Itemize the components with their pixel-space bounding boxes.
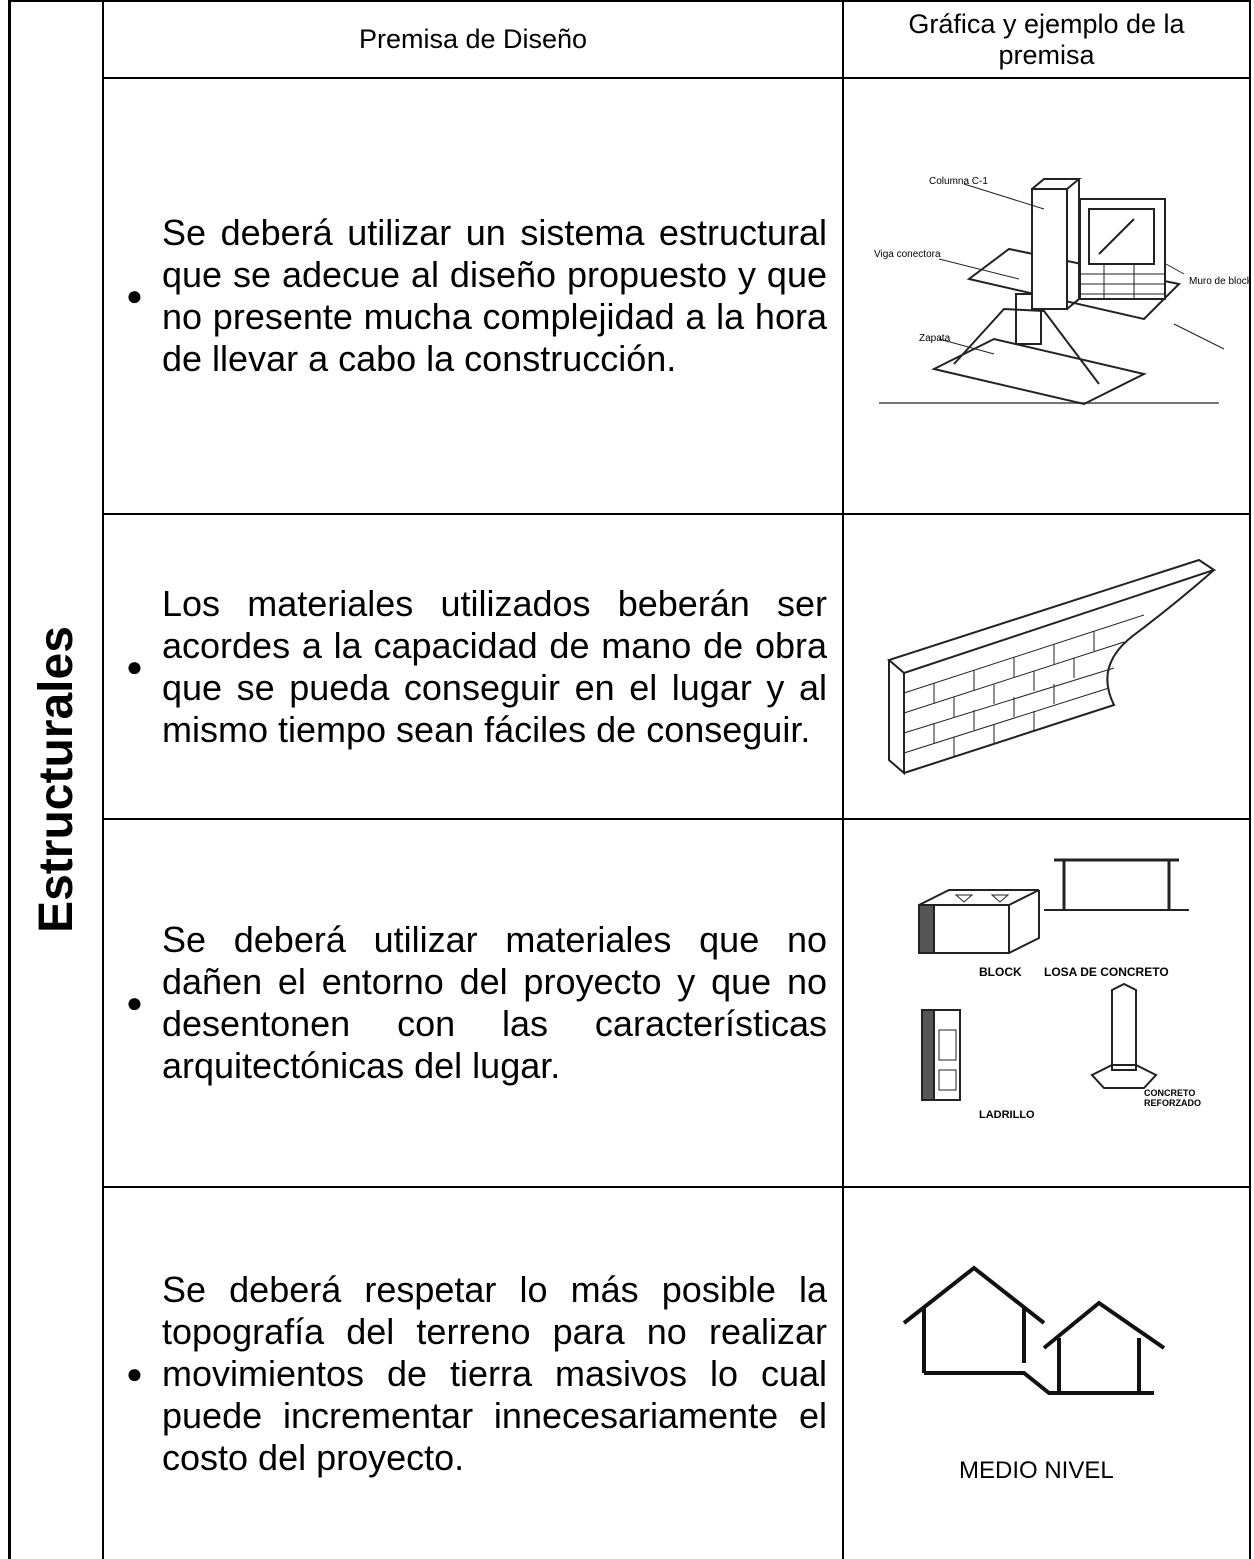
- text-cell: ● Los materiales utilizados beberán ser a…: [126, 582, 827, 750]
- figure-label: LOSA DE CONCRETO: [1044, 965, 1169, 979]
- text-cell: ● Se deberá utilizar materiales que no da…: [126, 919, 827, 1086]
- figure-label: BLOCK: [979, 965, 1022, 979]
- figure-label-box: CONCRETO REFORZADO: [1144, 1088, 1201, 1108]
- border: [102, 818, 1251, 820]
- premise: Se deberá respetar lo más posible la top…: [162, 1268, 827, 1478]
- premise: Los materiales utilizados beberán ser ac…: [162, 582, 827, 750]
- figure-label: Zapata: [919, 333, 951, 344]
- header-cell: Gráfica y ejemplo de la premisa: [844, 2, 1249, 77]
- header-cell: Premisa de Diseño: [104, 2, 842, 77]
- figure-label: Viga conectora: [874, 249, 941, 260]
- figure-label: MEDIO NIVEL: [959, 1457, 1114, 1484]
- side-label-cell: Estructurales: [10, 0, 103, 1559]
- border: [8, 0, 1251, 2]
- border: [102, 1186, 1251, 1188]
- figure-label: LADRILLO: [979, 1109, 1035, 1121]
- figure: Columna C-1 Viga conectora Muro de block…: [874, 176, 1249, 406]
- border: [8, 0, 11, 1559]
- header: Premisa de Diseño: [358, 24, 588, 54]
- figure-label: CONCRETO REFORZADO: [1144, 1088, 1201, 1108]
- figure-label: Columna C-1: [929, 176, 988, 187]
- figure-label: Muro de block pómez: [1189, 276, 1249, 287]
- figure: [887, 558, 1217, 776]
- header: Gráfica y ejemplo de la premisa: [908, 8, 1185, 70]
- border: [102, 513, 1251, 515]
- text-cell: ● Se deberá respetar lo más posible la to…: [126, 1268, 827, 1478]
- premise: Se deberá utilizar materiales que no dañ…: [162, 919, 827, 1086]
- border: [1249, 0, 1251, 1559]
- text-cell: ● Se deberá utilizar un sistema estructur…: [126, 212, 827, 379]
- figure: MEDIO NIVEL: [902, 1265, 1166, 1484]
- premise: Se deberá utilizar un sistema estructura…: [162, 212, 827, 379]
- border: [102, 0, 104, 1559]
- border: [102, 77, 1251, 79]
- border: [842, 0, 844, 1559]
- figure: BLOCK LOSA DE CONCRETO LADRILLO CONCRETO…: [918, 858, 1201, 1121]
- side-label: Estructurales: [30, 626, 84, 933]
